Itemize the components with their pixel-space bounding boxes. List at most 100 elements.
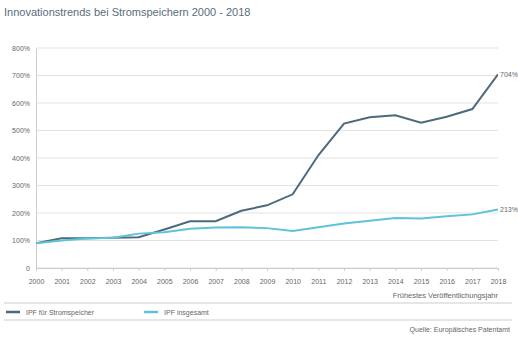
x-tick-mark	[498, 268, 499, 271]
x-tick-label: 2004	[131, 278, 147, 285]
x-tick-label: 2007	[208, 278, 224, 285]
x-tick-mark	[293, 268, 294, 271]
x-axis-title: Frühestes Veröffentlichungsjahr	[393, 291, 499, 300]
grid	[36, 48, 498, 268]
legend-label: IPF für Stromspeicher	[26, 309, 95, 317]
x-tick: 2009	[260, 268, 276, 285]
x-tick-label: 2003	[106, 278, 122, 285]
y-tick: 100%	[12, 237, 36, 244]
chart: Innovationstrends bei Stromspeichern 200…	[0, 0, 518, 340]
x-tick: 2017	[465, 268, 481, 285]
x-tick: 2016	[439, 268, 455, 285]
y-tick-label: 700%	[12, 72, 30, 79]
x-tick-mark	[36, 268, 37, 271]
x-tick: 2004	[131, 268, 147, 285]
x-tick-mark	[139, 268, 140, 271]
x-tick: 2008	[234, 268, 250, 285]
x-tick-label: 2000	[29, 278, 45, 285]
x-tick-mark	[216, 268, 217, 271]
y-tick: 400%	[12, 155, 36, 162]
x-tick-mark	[344, 268, 345, 271]
x-tick: 2018	[491, 268, 507, 285]
x-tick: 2000	[29, 268, 45, 285]
x-tick: 2011	[311, 268, 326, 285]
grid-line	[36, 130, 498, 131]
x-tick-label: 2005	[157, 278, 173, 285]
y-tick: 0	[26, 265, 36, 272]
y-tick-label: 300%	[12, 182, 30, 189]
annotation: 704%	[500, 71, 518, 78]
y-tick-label: 200%	[12, 210, 30, 217]
y-tick: 300%	[12, 182, 36, 189]
x-tick-mark	[395, 268, 396, 271]
y-tick-label: 100%	[12, 237, 30, 244]
series-line	[36, 209, 498, 243]
legend-swatch	[144, 311, 158, 314]
x-tick-mark	[472, 268, 473, 271]
grid-line	[36, 240, 498, 241]
x-tick: 2006	[183, 268, 199, 285]
y-tick: 800%	[12, 45, 36, 52]
y-tick-label: 500%	[12, 127, 30, 134]
annotation: 213%	[500, 206, 518, 213]
y-axis-line	[36, 49, 37, 269]
x-tick-mark	[267, 268, 268, 271]
x-tick-label: 2009	[260, 278, 276, 285]
grid-line	[36, 103, 498, 104]
x-tick-label: 2010	[285, 278, 301, 285]
source: Quelle: Europäisches Patentamt	[410, 326, 510, 334]
x-tick-label: 2018	[491, 278, 507, 285]
grid-line	[36, 158, 498, 159]
x-tick-label: 2017	[465, 278, 481, 285]
legend-item: IPF für Stromspeicher	[6, 309, 95, 317]
x-tick-mark	[318, 268, 319, 271]
title: Innovationstrends bei Stromspeichern 200…	[4, 6, 250, 18]
y-tick-label: 600%	[12, 100, 30, 107]
x-tick: 2012	[337, 268, 353, 285]
x-tick-label: 2012	[337, 278, 353, 285]
y-tick-label: 0	[26, 265, 30, 272]
x-tick-label: 2001	[54, 278, 70, 285]
x-tick-mark	[421, 268, 422, 271]
grid-line	[36, 75, 498, 76]
x-tick-mark	[190, 268, 191, 271]
x-tick-label: 2013	[362, 278, 378, 285]
x-tick-label: 2002	[80, 278, 96, 285]
x-tick-mark	[62, 268, 63, 271]
x-tick-label: 2016	[439, 278, 455, 285]
x-tick: 2007	[208, 268, 224, 285]
y-tick-label: 800%	[12, 45, 30, 52]
plot-area	[36, 74, 498, 243]
x-tick-mark	[164, 268, 165, 271]
legend-separator	[4, 320, 512, 321]
y-tick-label: 400%	[12, 155, 30, 162]
legend-label: IPF insgesamt	[164, 309, 209, 317]
x-tick-mark	[447, 268, 448, 271]
x-tick: 2003	[106, 268, 122, 285]
legend-separator	[4, 303, 512, 304]
x-tick: 2001	[54, 268, 70, 285]
x-tick: 2015	[414, 268, 430, 285]
x-tick: 2002	[80, 268, 96, 285]
grid-line	[36, 213, 498, 214]
x-axis: 2000 2001 2002 2003 2004 2005 2006 2007 2008 2009…	[29, 268, 507, 285]
y-tick: 500%	[12, 127, 36, 134]
legend-swatch	[6, 311, 20, 314]
x-tick-label: 2008	[234, 278, 250, 285]
y-tick: 600%	[12, 100, 36, 107]
legend-item: IPF insgesamt	[144, 309, 209, 317]
grid-line	[36, 48, 498, 49]
y-tick: 200%	[12, 210, 36, 217]
x-tick-mark	[241, 268, 242, 271]
y-axis: 0 100% 200% 300% 400% 500% 600% 700% 800%	[12, 45, 36, 272]
x-tick-label: 2011	[311, 278, 326, 285]
series-line	[36, 74, 498, 243]
x-tick-mark	[370, 268, 371, 271]
y-tick: 700%	[12, 72, 36, 79]
x-tick-label: 2015	[414, 278, 430, 285]
grid-line	[36, 185, 498, 186]
x-tick: 2010	[285, 268, 301, 285]
x-tick-label: 2006	[183, 278, 199, 285]
x-tick-mark	[87, 268, 88, 271]
x-axis-line	[37, 269, 499, 272]
